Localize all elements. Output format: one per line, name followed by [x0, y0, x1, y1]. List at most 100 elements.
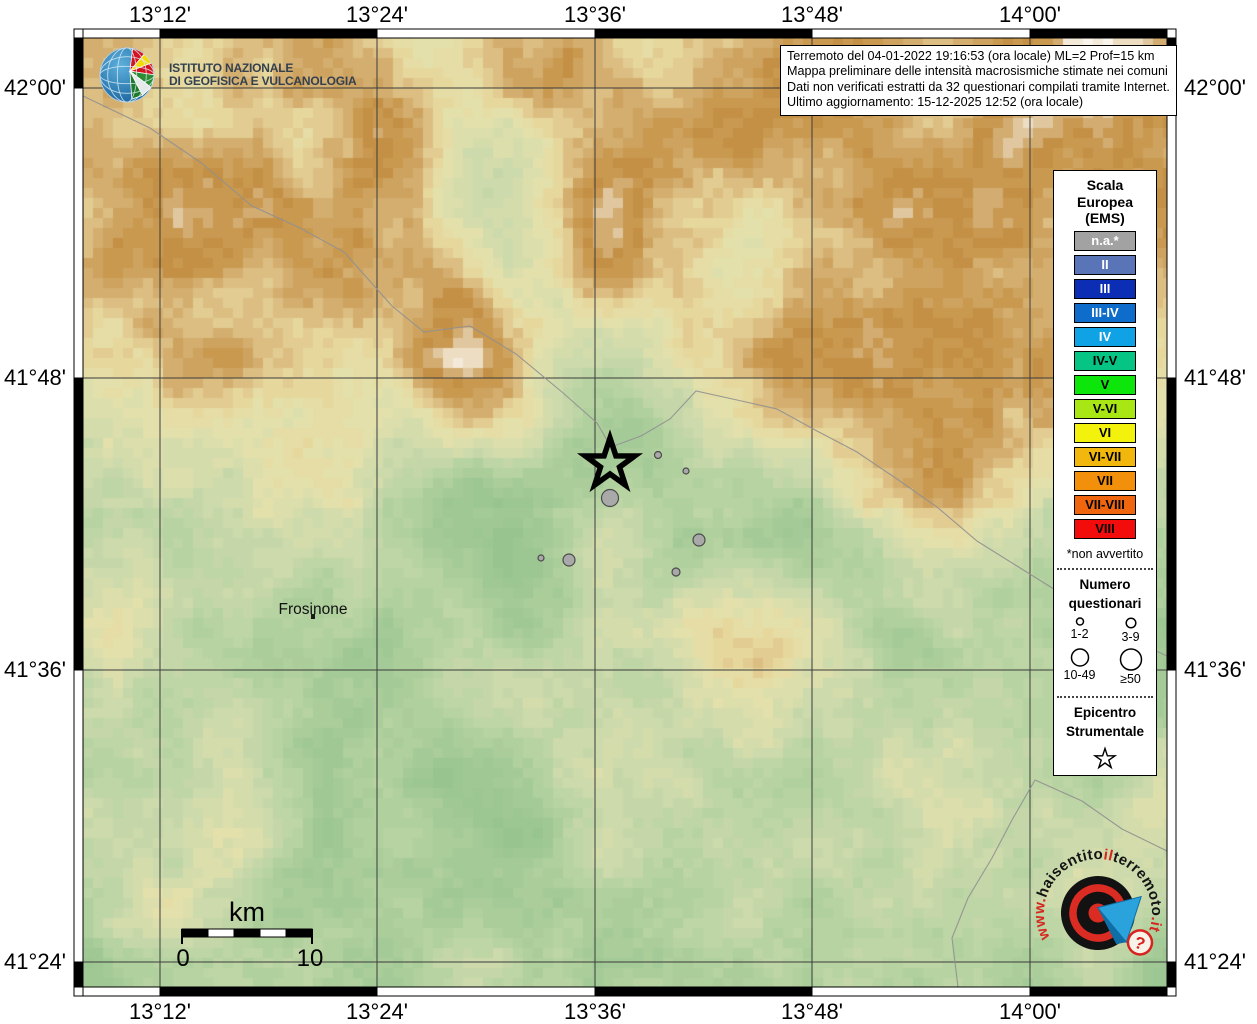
epicenter-star — [576, 429, 644, 493]
legend-swatch-iv-v: IV-V — [1074, 350, 1136, 371]
questionnaire-size-item: ≥50 — [1105, 647, 1156, 689]
scale-bar-segment — [259, 928, 287, 938]
map-frame-segment — [594, 986, 813, 997]
scale-bar-label: 0 — [176, 945, 189, 972]
map-frame-segment — [73, 377, 84, 671]
questionnaire-size-label: ≥50 — [1120, 671, 1141, 686]
scale-bar-unit: km — [229, 897, 265, 927]
questionnaire-size-label: 1-2 — [1070, 626, 1089, 641]
circle-icon — [1124, 616, 1137, 629]
scale-bar-segment — [285, 928, 313, 938]
legend-swatch-vi: VI — [1074, 422, 1136, 443]
map-frame-segment — [594, 28, 813, 39]
earthquake-info-box: Terremoto del 04-01-2022 19:16:53 (ora l… — [780, 45, 1177, 116]
map-frame-segment — [1166, 377, 1177, 671]
circle-icon — [1070, 647, 1089, 667]
question-mark-badge — [1126, 929, 1154, 956]
terrain-map — [83, 38, 1167, 987]
legend-swatch-v: V — [1074, 374, 1136, 395]
epicenter-star-icon — [1054, 745, 1156, 776]
map-frame-segment — [73, 87, 84, 379]
map-frame-corner — [1166, 28, 1177, 39]
ems-legend: Scala Europea (EMS) n.a.* II III III-IV IV IV… — [1053, 170, 1157, 776]
map-frame-segment — [1029, 28, 1177, 39]
circle-icon-shape — [1075, 616, 1084, 626]
map-frame-corner — [73, 28, 84, 39]
scale-bar: km 0 10 — [176, 897, 323, 972]
legend-swatch-iv: IV — [1074, 326, 1136, 347]
legend-title: Scala Europea (EMS) — [1054, 177, 1156, 227]
watermark-text-span: www. — [1020, 894, 1065, 947]
questionnaire-title-line: questionari — [1068, 595, 1142, 611]
legend-swatch-v-vi: V-VI — [1074, 398, 1136, 419]
epicenter-legend-title: Epicentro Strumentale — [1054, 703, 1156, 741]
map-frame-segment — [1166, 669, 1177, 963]
map-frame-segment — [376, 986, 596, 997]
legend-swatch-viii: VIII — [1074, 518, 1136, 539]
scale-bar-segment — [181, 928, 209, 938]
info-line-map-type: Mappa preliminare delle intensità macros… — [787, 64, 1168, 79]
megaphone-icon-shadow — [1097, 907, 1127, 945]
institute-name-line1: ISTITUTO NAZIONALE — [169, 60, 294, 75]
ingv-logo: ISTITUTO NAZIONALE DI GEOFISICA E VULCAN… — [98, 46, 357, 104]
scale-bar-segment — [233, 928, 261, 938]
questionnaire-size-item: 3-9 — [1105, 616, 1156, 647]
scale-bar-label: 10 — [297, 945, 324, 972]
boundary-line — [1034, 779, 1168, 852]
info-line-data-source: Dati non verificati estratti da 32 quest… — [787, 79, 1170, 94]
map-frame-segment — [159, 28, 378, 39]
boundary-line — [82, 95, 1168, 657]
legend-separator — [1057, 695, 1153, 698]
legend-swatch-vii-viii: VII-VIII — [1074, 494, 1136, 515]
city-label-frosinone: Frosinone — [278, 601, 348, 618]
map-frame-segment — [159, 986, 378, 997]
map-frame-segment — [73, 669, 84, 963]
legend-swatch-ii: II — [1074, 254, 1136, 275]
legend-footnote: *non avvertito — [1066, 546, 1144, 561]
watermark-logo: www.haisentitoilterremoto.it? — [1020, 830, 1180, 956]
epicenter-title-line: Strumentale — [1065, 723, 1145, 739]
map-frame-corner — [73, 986, 84, 997]
questionnaire-size-label: 10-49 — [1063, 667, 1096, 682]
legend-swatch-list: n.a.* II III III-IV IV IV-V V V-VI VI VI-VII VII VI… — [1054, 230, 1156, 539]
circle-icon-shape — [1070, 647, 1089, 667]
circle-icon-shape — [1119, 647, 1142, 671]
observation-circle — [562, 553, 576, 567]
info-line-updated: Ultimo aggiornamento: 15-12-2025 12:52 (… — [787, 95, 1084, 110]
legend-swatch-vi-vii: VI-VII — [1074, 446, 1136, 467]
observation-circle — [692, 533, 706, 547]
legend-swatch-n.a.*: n.a.* — [1074, 230, 1136, 251]
ingv-globe-icon — [99, 47, 155, 103]
city-marker — [311, 614, 315, 619]
questionnaire-legend-title: Numero questionari — [1054, 575, 1156, 613]
legend-swatch-iii-iv: III-IV — [1074, 302, 1136, 323]
map-frame-segment — [376, 28, 596, 39]
circle-icon-shape — [1124, 616, 1137, 629]
map-frame-segment — [73, 28, 161, 39]
observation-circle — [600, 488, 620, 508]
map-frame-corner — [1166, 986, 1177, 997]
questionnaire-size-item: 1-2 — [1054, 616, 1105, 647]
legend-separator — [1057, 567, 1153, 570]
scale-bar-segment — [207, 928, 235, 938]
epicenter-star-glyph — [1092, 745, 1118, 769]
circle-icon — [1075, 616, 1084, 626]
observation-circle — [671, 567, 681, 577]
legend-swatch-vii: VII — [1074, 470, 1136, 491]
map-frame-segment — [811, 986, 1031, 997]
map-frame-segment — [1166, 87, 1177, 379]
legend-title-line: Europea — [1076, 193, 1133, 210]
watermark-text-span: .it — [1144, 913, 1167, 935]
questionnaire-size-item: 10-49 — [1054, 647, 1105, 689]
observation-circle — [653, 450, 663, 460]
questionnaire-size-grid: 1-2 3-9 10-49 ≥50 — [1054, 616, 1156, 689]
map-frame-segment — [73, 986, 161, 997]
legend-swatch-iii: III — [1074, 278, 1136, 299]
map-frame-segment — [811, 28, 1031, 39]
observation-circle — [682, 467, 690, 475]
epicenter-title-line: Epicentro — [1073, 704, 1137, 720]
star-icon — [1092, 745, 1118, 769]
boundary-line — [951, 779, 1036, 988]
